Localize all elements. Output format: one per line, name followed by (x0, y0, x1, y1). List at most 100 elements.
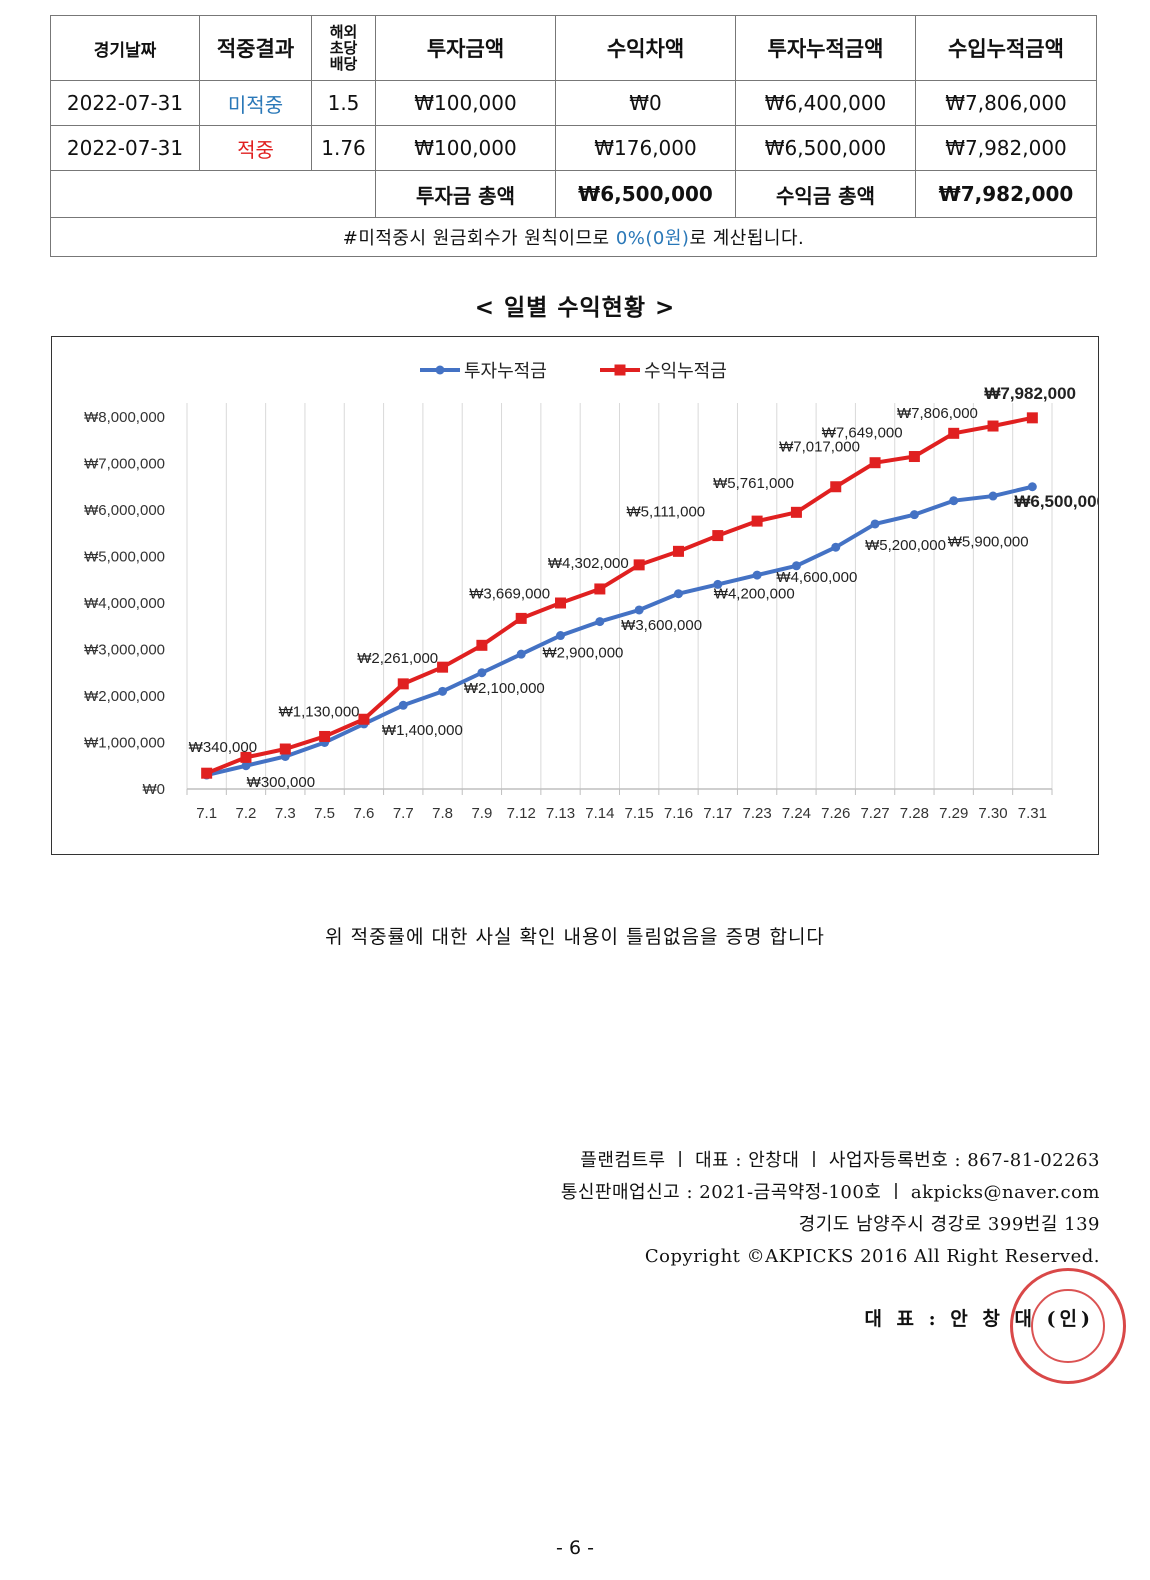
note-highlight: 0%(0원) (615, 228, 690, 249)
data-point (515, 612, 527, 624)
data-point (751, 515, 763, 527)
note-row: #미적중시 원금회수가 원칙이므로 0%(0원)로 계산됩니다. (50, 217, 1097, 257)
x-tick-label: 7.12 (507, 805, 536, 822)
data-point (358, 713, 370, 725)
cell-cum-invest: ₩6,500,000 (735, 125, 916, 171)
data-point (516, 649, 526, 659)
table-row: 2022-07-31 적중 1.76 ₩100,000 ₩176,000 ₩6,… (50, 125, 1097, 171)
data-point (201, 767, 213, 779)
x-tick-label: 7.13 (546, 805, 575, 822)
chart-title: < 일별 수익현황 > (474, 295, 676, 321)
y-tick-label: ₩0 (143, 781, 166, 798)
data-point (594, 583, 606, 595)
cell-cum-invest: ₩6,400,000 (735, 80, 916, 126)
cell-diff: ₩176,000 (555, 125, 736, 171)
data-label: ₩2,100,000 (464, 680, 545, 697)
data-label: ₩5,900,000 (948, 534, 1029, 551)
data-point (555, 597, 567, 609)
x-tick-label: 7.28 (900, 805, 929, 822)
data-label: ₩4,600,000 (776, 569, 857, 586)
data-point (988, 491, 998, 501)
footer-line-address: 경기도 남양주시 경강로 399번길 139 (798, 1214, 1100, 1235)
invest-total-value: ₩6,500,000 (555, 170, 736, 218)
cell-cum-income: ₩7,806,000 (915, 80, 1097, 126)
legend-label: 투자누적금 (464, 361, 547, 381)
y-tick-label: ₩6,000,000 (84, 502, 165, 519)
cell-invest: ₩100,000 (375, 125, 556, 171)
data-point (634, 605, 644, 615)
y-tick-label: ₩5,000,000 (84, 549, 165, 566)
legend-marker (614, 364, 626, 376)
legend-label: 수익누적금 (644, 361, 727, 381)
data-label: ₩6,500,000 (1014, 492, 1098, 511)
x-tick-label: 7.30 (978, 805, 1007, 822)
footer-line-company: 플랜컴트루 ㅣ 대표 : 안창대 ㅣ 사업자등록번호 : 867-81-0226… (580, 1150, 1100, 1171)
invest-total-label: 투자금 총액 (375, 170, 556, 218)
page-number: - 6 - (556, 1537, 594, 1559)
y-tick-label: ₩1,000,000 (84, 735, 165, 752)
income-total-value: ₩7,982,000 (915, 170, 1097, 218)
data-point (437, 661, 449, 673)
header-diff: 수익차액 (555, 15, 736, 81)
header-invest: 투자금액 (375, 15, 556, 81)
cell-cum-income: ₩7,982,000 (915, 125, 1097, 171)
x-tick-label: 7.6 (354, 805, 375, 822)
y-tick-label: ₩4,000,000 (84, 595, 165, 612)
x-tick-label: 7.24 (782, 805, 811, 822)
x-tick-label: 7.27 (860, 805, 889, 822)
data-point (556, 631, 566, 641)
data-point (1027, 482, 1037, 492)
data-label: ₩5,761,000 (713, 475, 794, 492)
data-point (949, 496, 959, 506)
data-label: ₩4,302,000 (548, 555, 629, 572)
data-label: ₩2,261,000 (357, 650, 438, 667)
data-point (712, 530, 724, 542)
x-tick-label: 7.14 (585, 805, 614, 822)
cell-odds: 1.5 (311, 80, 376, 126)
cell-date: 2022-07-31 (50, 80, 200, 126)
red-seal-stamp-icon (1010, 1268, 1126, 1384)
data-point (241, 761, 251, 771)
data-label: ₩4,200,000 (714, 585, 795, 602)
data-point (831, 542, 841, 552)
cell-result: 미적중 (199, 80, 312, 126)
data-point (319, 730, 331, 742)
data-point (713, 579, 723, 589)
x-tick-label: 7.3 (275, 805, 296, 822)
table-header-row: 경기날짜 적중결과 해외 초당 배당 투자금액 수익차액 투자누적금액 수입누적… (50, 15, 1097, 81)
data-point (987, 420, 999, 432)
data-label: ₩7,982,000 (984, 384, 1076, 403)
x-tick-label: 7.2 (236, 805, 257, 822)
x-tick-label: 7.29 (939, 805, 968, 822)
data-point (908, 451, 920, 463)
header-cum-invest: 투자누적금액 (735, 15, 916, 81)
cell-odds: 1.76 (311, 125, 376, 171)
data-label: ₩300,000 (247, 774, 315, 791)
data-point (438, 686, 448, 696)
summary-row: 투자금 총액 ₩6,500,000 수익금 총액 ₩7,982,000 (50, 170, 1097, 218)
data-label: ₩1,130,000 (279, 703, 360, 720)
data-point (595, 617, 605, 627)
data-label: ₩2,900,000 (543, 645, 624, 662)
x-tick-label: 7.9 (471, 805, 492, 822)
x-tick-label: 7.17 (703, 805, 732, 822)
data-point (672, 545, 684, 557)
legend-marker (435, 365, 445, 375)
x-tick-label: 7.23 (743, 805, 772, 822)
certification-statement: 위 적중률에 대한 사실 확인 내용이 틀림없음을 증명 합니다 (325, 926, 825, 948)
header-odds: 해외 초당 배당 (311, 15, 376, 81)
x-tick-label: 7.5 (314, 805, 335, 822)
data-label: ₩1,400,000 (382, 722, 463, 739)
data-point (790, 506, 802, 518)
x-tick-label: 7.8 (432, 805, 453, 822)
data-point (476, 639, 488, 651)
x-tick-label: 7.15 (625, 805, 654, 822)
data-point (752, 570, 762, 580)
y-tick-label: ₩8,000,000 (84, 409, 165, 426)
cell-invest: ₩100,000 (375, 80, 556, 126)
x-tick-label: 7.31 (1018, 805, 1047, 822)
data-label: ₩3,669,000 (469, 585, 550, 602)
summary-empty-cell (50, 170, 376, 218)
y-tick-label: ₩3,000,000 (84, 642, 165, 659)
x-tick-label: 7.7 (393, 805, 414, 822)
